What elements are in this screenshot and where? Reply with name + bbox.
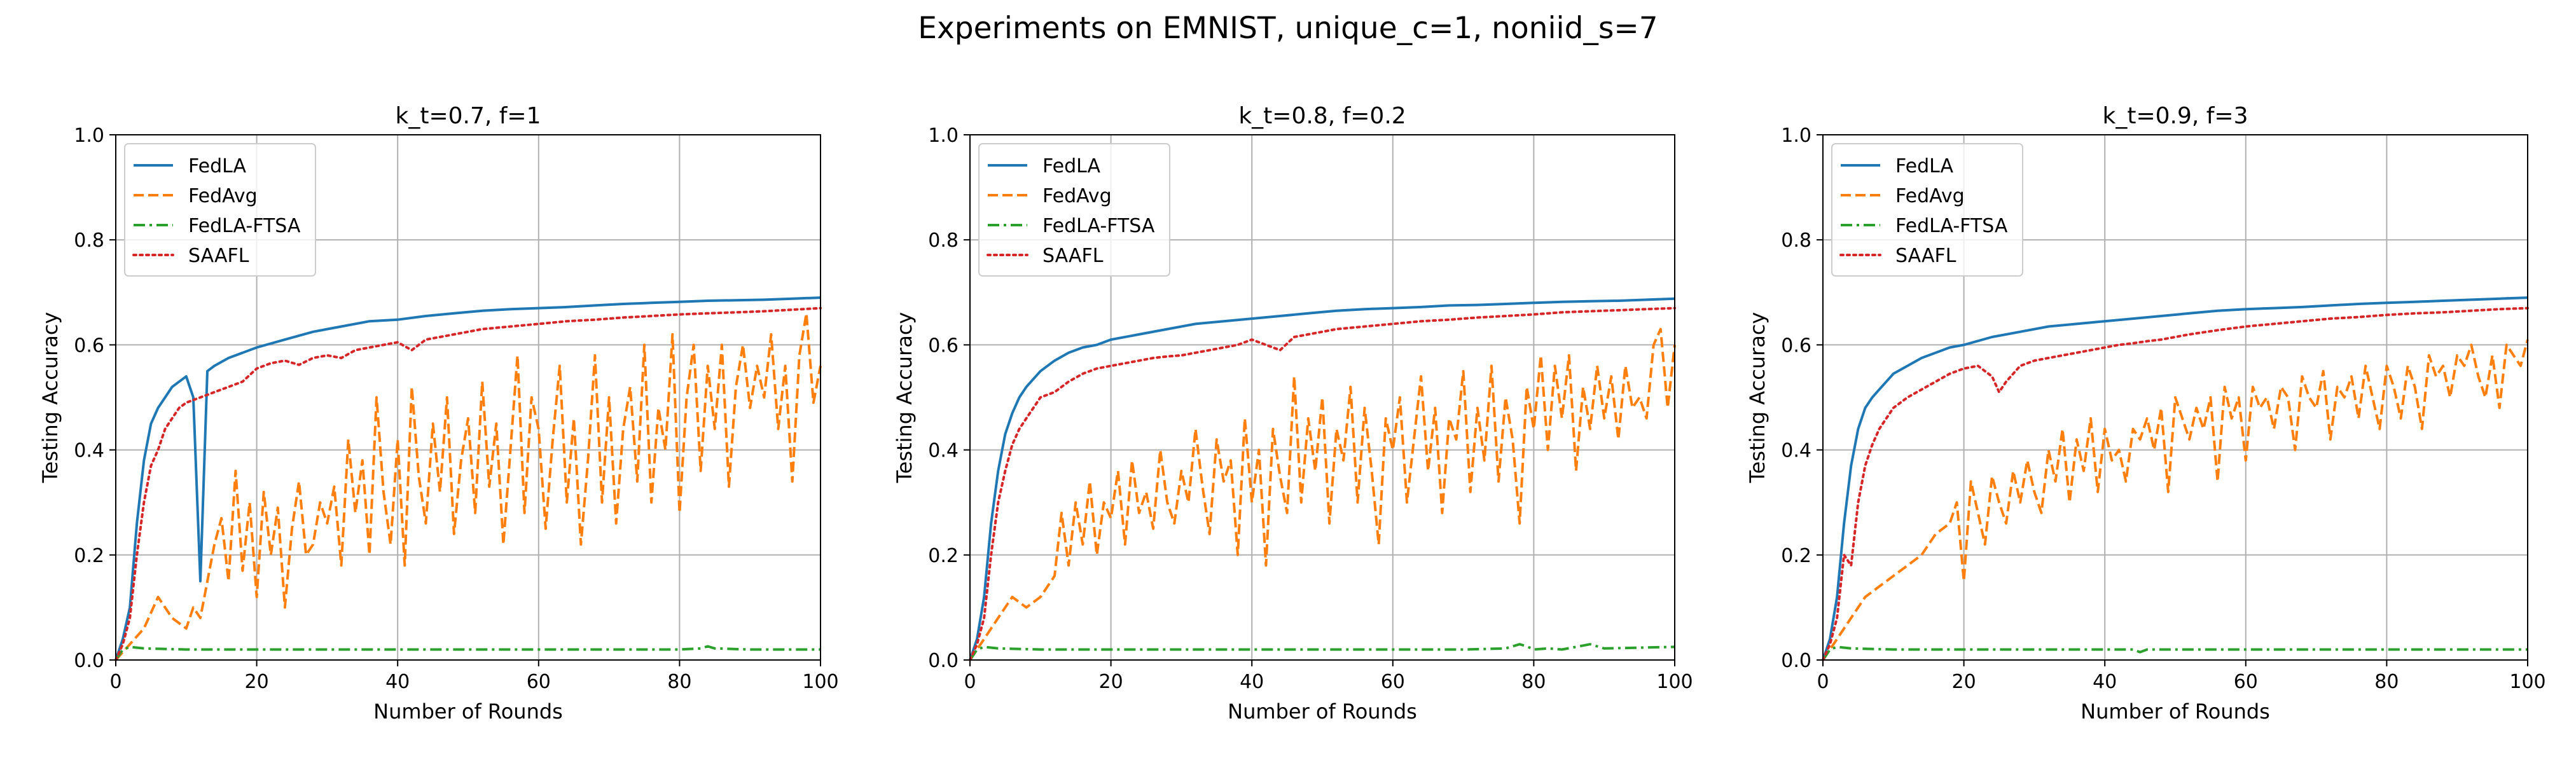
- y-tick-label: 0.0: [74, 650, 104, 672]
- y-tick-label: 0.8: [928, 230, 959, 252]
- plot-frame: [115, 134, 821, 661]
- legend: FedLA FedAvg FedLA-FTSA SAAFL: [124, 143, 316, 277]
- legend-box: [978, 143, 1170, 277]
- x-tick-label: 80: [1521, 671, 1546, 693]
- y-tick-label: 1.0: [928, 125, 959, 147]
- y-tick-label: 0.2: [1781, 545, 1811, 567]
- legend-label-fedla: FedLA: [188, 155, 247, 177]
- x-tick-label: 60: [1381, 671, 1405, 693]
- figure-title: Experiments on EMNIST, unique_c=1, nonii…: [918, 11, 1658, 46]
- y-tick-label: 1.0: [74, 125, 104, 147]
- panel-title: k_t=0.7, f=1: [395, 103, 541, 129]
- x-tick-label: 0: [109, 671, 121, 693]
- series-line-fedla-ftsa: [114, 645, 821, 661]
- y-tick-label: 1.0: [1781, 125, 1811, 147]
- legend-label-fedla-ftsa: FedLA-FTSA: [1895, 215, 2008, 237]
- y-axis-label: Testing Accuracy: [1745, 312, 1769, 484]
- x-tick-label: 60: [2234, 671, 2258, 693]
- legend-box: [124, 143, 316, 277]
- series-line-fedla-ftsa: [969, 643, 1675, 661]
- x-tick-label: 80: [2374, 671, 2399, 693]
- x-tick-label: 0: [1817, 671, 1829, 693]
- x-axis-label: Number of Rounds: [1228, 699, 1417, 724]
- x-tick-label: 100: [802, 671, 838, 693]
- legend-label-saafl: SAAFL: [1042, 245, 1104, 267]
- x-tick-label: 20: [1952, 671, 1976, 693]
- chart-panel-1: 0 20 40 60 80 100 0.0 0.2 0.4 0.6 0.8 1.0 k_t=0.7, f…: [38, 103, 839, 724]
- y-tick-label: 0.4: [74, 440, 104, 462]
- x-tick-label: 100: [1656, 671, 1693, 693]
- x-tick-label: 40: [2093, 671, 2117, 693]
- x-axis-label: Number of Rounds: [2081, 699, 2270, 724]
- series-line-fedla-ftsa: [1822, 645, 2528, 661]
- series-line-fedla: [114, 296, 821, 661]
- x-tick-label: 80: [667, 671, 691, 693]
- y-tick-label: 0.2: [928, 545, 959, 567]
- y-tick-label: 0.0: [1781, 650, 1811, 672]
- legend-label-fedla: FedLA: [1895, 155, 1954, 177]
- x-tick-label: 0: [964, 671, 976, 693]
- x-axis-label: Number of Rounds: [373, 699, 563, 724]
- chart-panel-2: 0 20 40 60 80 100 0.0 0.2 0.4 0.6 0.8 1.0 k_t=0.8, f…: [892, 103, 1693, 724]
- legend-label-fedla: FedLA: [1042, 155, 1101, 177]
- panel-title: k_t=0.8, f=0.2: [1238, 103, 1406, 129]
- y-tick-label: 0.0: [928, 650, 959, 672]
- legend-box: [1831, 143, 2023, 277]
- y-tick-label: 0.6: [1781, 334, 1811, 357]
- x-tick-label: 40: [385, 671, 410, 693]
- legend: FedLA FedAvg FedLA-FTSA SAAFL: [978, 143, 1170, 277]
- y-tick-label: 0.4: [928, 440, 959, 462]
- series-line-fedla: [969, 297, 1675, 661]
- chart-panel-3: 0 20 40 60 80 100 0.0 0.2 0.4 0.6 0.8 1.0 k_t=0.9, f…: [1745, 103, 2546, 724]
- y-axis-label: Testing Accuracy: [38, 312, 62, 484]
- series-line-fedla: [1822, 296, 2528, 661]
- legend-label-fedavg: FedAvg: [1042, 185, 1112, 207]
- legend-label-saafl: SAAFL: [1895, 245, 1956, 267]
- y-tick-label: 0.6: [928, 334, 959, 357]
- x-tick-label: 20: [245, 671, 269, 693]
- series-line-saafl: [969, 306, 1676, 661]
- legend-label-fedla-ftsa: FedLA-FTSA: [188, 215, 301, 237]
- series-line-fedavg: [114, 312, 822, 661]
- panels: 0 20 40 60 80 100 0.0 0.2 0.4 0.6 0.8 1.0 k_t=0.7, f…: [38, 103, 2546, 724]
- plot-frame: [1822, 134, 2528, 661]
- legend-label-saafl: SAAFL: [188, 245, 249, 267]
- series-line-fedavg: [1822, 339, 2529, 661]
- panel-title: k_t=0.9, f=3: [2102, 103, 2248, 129]
- x-tick-label: 20: [1099, 671, 1123, 693]
- series-line-saafl: [114, 306, 822, 661]
- y-tick-label: 0.6: [74, 334, 104, 357]
- legend-label-fedavg: FedAvg: [1895, 185, 1965, 207]
- legend-label-fedla-ftsa: FedLA-FTSA: [1042, 215, 1155, 237]
- y-tick-label: 0.4: [1781, 440, 1811, 462]
- series-line-saafl: [1822, 306, 2529, 661]
- legend-label-fedavg: FedAvg: [188, 185, 258, 207]
- y-axis-label: Testing Accuracy: [892, 312, 917, 484]
- y-tick-label: 0.2: [74, 545, 104, 567]
- x-tick-label: 40: [1240, 671, 1264, 693]
- legend: FedLA FedAvg FedLA-FTSA SAAFL: [1831, 143, 2023, 277]
- y-tick-label: 0.8: [1781, 230, 1811, 252]
- plot-frame: [969, 134, 1675, 661]
- x-tick-label: 60: [527, 671, 551, 693]
- x-tick-label: 100: [2509, 671, 2545, 693]
- series-line-fedavg: [969, 327, 1676, 661]
- y-tick-label: 0.8: [74, 230, 104, 252]
